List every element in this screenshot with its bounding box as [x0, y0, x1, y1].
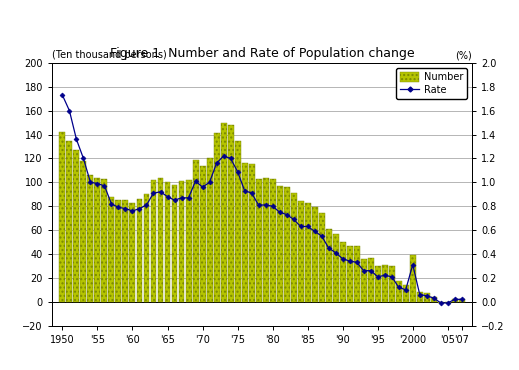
- Bar: [88, 175, 93, 302]
- Bar: [151, 180, 156, 302]
- Bar: [375, 266, 380, 302]
- Title: Figure 1  Number and Rate of Population change: Figure 1 Number and Rate of Population c…: [110, 47, 414, 60]
- Bar: [403, 285, 408, 302]
- Bar: [74, 150, 79, 302]
- Bar: [214, 133, 220, 302]
- Bar: [438, 302, 444, 303]
- Bar: [368, 258, 374, 302]
- Bar: [319, 213, 324, 302]
- Bar: [172, 185, 177, 302]
- Bar: [256, 179, 262, 302]
- Bar: [389, 266, 394, 302]
- Bar: [207, 158, 212, 302]
- Bar: [277, 186, 282, 302]
- Bar: [417, 292, 422, 302]
- Bar: [165, 182, 170, 302]
- Bar: [291, 193, 296, 302]
- Bar: [221, 122, 226, 302]
- Bar: [284, 187, 290, 302]
- Bar: [80, 161, 86, 302]
- Legend: Number, Rate: Number, Rate: [396, 68, 468, 99]
- Bar: [186, 180, 192, 302]
- Bar: [410, 255, 416, 302]
- Bar: [144, 194, 149, 302]
- Bar: [60, 132, 65, 302]
- Bar: [340, 242, 346, 302]
- Bar: [158, 178, 163, 302]
- Bar: [228, 125, 234, 302]
- Bar: [347, 246, 352, 302]
- Bar: [108, 196, 114, 302]
- Bar: [305, 203, 310, 302]
- Bar: [249, 164, 254, 302]
- Bar: [312, 207, 318, 302]
- Bar: [263, 178, 268, 302]
- Bar: [94, 178, 100, 302]
- Bar: [242, 163, 248, 302]
- Bar: [361, 259, 366, 302]
- Bar: [179, 181, 184, 302]
- Bar: [326, 229, 332, 302]
- Bar: [136, 199, 142, 302]
- Bar: [298, 201, 304, 302]
- Bar: [382, 265, 388, 302]
- Bar: [102, 179, 107, 302]
- Bar: [122, 200, 128, 302]
- Bar: [200, 166, 206, 302]
- Bar: [130, 203, 135, 302]
- Bar: [424, 293, 430, 302]
- Bar: [452, 299, 458, 302]
- Bar: [459, 299, 465, 302]
- Bar: [66, 141, 72, 302]
- Bar: [333, 234, 338, 302]
- Bar: [270, 179, 276, 302]
- Bar: [116, 200, 121, 302]
- Bar: [445, 302, 450, 303]
- Bar: [235, 141, 240, 302]
- Text: (Ten thousand persons): (Ten thousand persons): [52, 50, 167, 60]
- Text: (%): (%): [456, 50, 472, 60]
- Bar: [354, 246, 360, 302]
- Bar: [193, 159, 198, 302]
- Bar: [396, 282, 402, 302]
- Bar: [431, 297, 436, 302]
